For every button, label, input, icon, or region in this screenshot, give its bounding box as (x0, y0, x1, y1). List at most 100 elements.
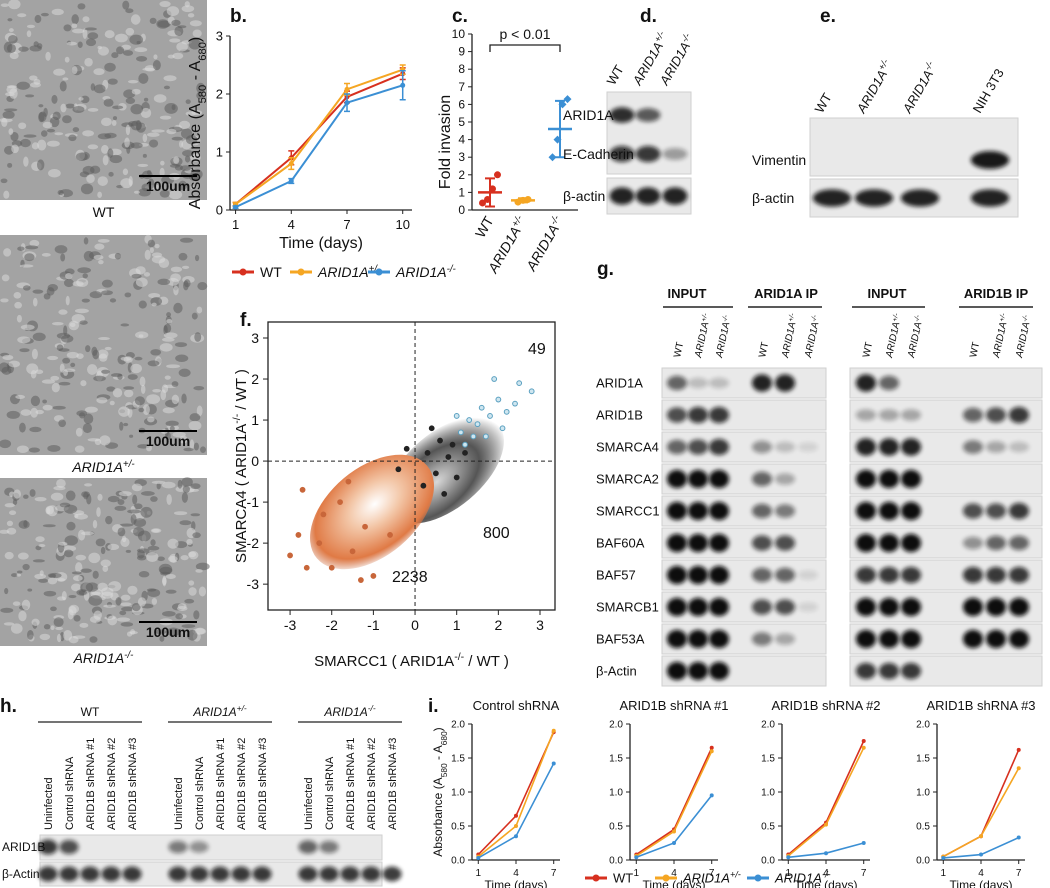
data-point (437, 437, 443, 444)
y-axis-label: Absorbance (A580 - A680) (431, 727, 449, 856)
cell (160, 160, 165, 166)
cell (189, 20, 202, 27)
y-tick-label: 1 (458, 185, 465, 199)
band (687, 565, 709, 585)
cell (99, 435, 111, 446)
cell (130, 629, 136, 635)
cell (129, 434, 134, 438)
cell (10, 131, 19, 142)
cell (6, 520, 14, 527)
row-label: SMARCA2 (596, 472, 659, 487)
cell (151, 302, 157, 307)
cell (93, 254, 104, 260)
data-point (362, 523, 368, 530)
band (687, 629, 709, 649)
y-tick-label: 1.0 (916, 788, 930, 799)
data-point (328, 564, 335, 571)
cell (38, 104, 44, 108)
band (687, 439, 709, 455)
cell (58, 541, 68, 546)
cell (100, 559, 111, 567)
cell (31, 618, 40, 626)
band (855, 409, 877, 421)
cell (112, 105, 124, 110)
band (962, 629, 984, 649)
cell (54, 245, 68, 254)
cell (157, 20, 171, 28)
cell (73, 615, 81, 622)
x-axis-label: Time (days) (485, 878, 548, 888)
band (878, 533, 900, 553)
cell (85, 582, 99, 592)
column-label: ARID1B shRNA #3 (257, 738, 269, 830)
band (666, 469, 688, 489)
cell (78, 529, 86, 541)
cell (38, 578, 49, 583)
cell (195, 562, 210, 571)
script-text: +/- (369, 263, 381, 274)
cell (16, 573, 22, 577)
data-point (516, 380, 523, 387)
cell (114, 252, 121, 260)
data-point (551, 761, 556, 766)
band (708, 377, 730, 389)
cell (83, 237, 89, 245)
cell (176, 42, 188, 52)
cell (188, 587, 197, 596)
band (666, 565, 688, 585)
text-part: ) (187, 37, 204, 42)
cell (118, 491, 132, 497)
cell (38, 111, 47, 122)
column-label: ARID1A+/- (692, 312, 713, 360)
cell (84, 57, 93, 67)
cell (188, 551, 197, 558)
legend-marker (754, 874, 762, 882)
cell (151, 597, 158, 605)
band (774, 599, 796, 615)
cell (82, 273, 88, 279)
cell (80, 568, 92, 573)
cell (53, 617, 64, 627)
y-tick-label: 2 (216, 87, 223, 102)
cell (6, 43, 16, 53)
cell (181, 624, 196, 629)
cell (124, 292, 132, 298)
legend-label: ARID1A-/- (395, 263, 457, 280)
cell (46, 140, 60, 147)
cell (119, 602, 132, 607)
cell (63, 278, 74, 288)
data-point (503, 408, 510, 415)
legend-marker (592, 874, 600, 882)
y-tick-label: 9 (458, 45, 465, 59)
cell (141, 491, 155, 496)
cell (59, 363, 65, 373)
cell (127, 585, 138, 595)
cell (83, 413, 94, 425)
data-point (470, 433, 477, 440)
band (708, 533, 730, 553)
band (687, 469, 709, 489)
cell (183, 447, 194, 452)
cell (88, 595, 103, 606)
column-label: ARID1A+/- (779, 312, 800, 360)
band (101, 866, 121, 882)
script-text: -/- (810, 314, 818, 323)
x-tick-label: 4 (513, 868, 519, 879)
band (970, 189, 1010, 207)
text-part: ARID1A (906, 321, 925, 360)
band (666, 375, 688, 391)
row-label: BAF60A (596, 536, 645, 551)
cell (25, 245, 39, 250)
cell (34, 573, 47, 580)
cell (0, 178, 8, 184)
cell (50, 625, 55, 631)
x-tick-label: 1 (786, 868, 792, 879)
cell (71, 66, 78, 75)
text-part: ARID1A (522, 222, 562, 275)
y-tick-label: 1.5 (451, 754, 465, 765)
row-label: ARID1A (563, 107, 614, 123)
micrograph (0, 235, 207, 455)
cell (133, 503, 143, 510)
cell (17, 246, 25, 251)
cell (65, 103, 76, 109)
